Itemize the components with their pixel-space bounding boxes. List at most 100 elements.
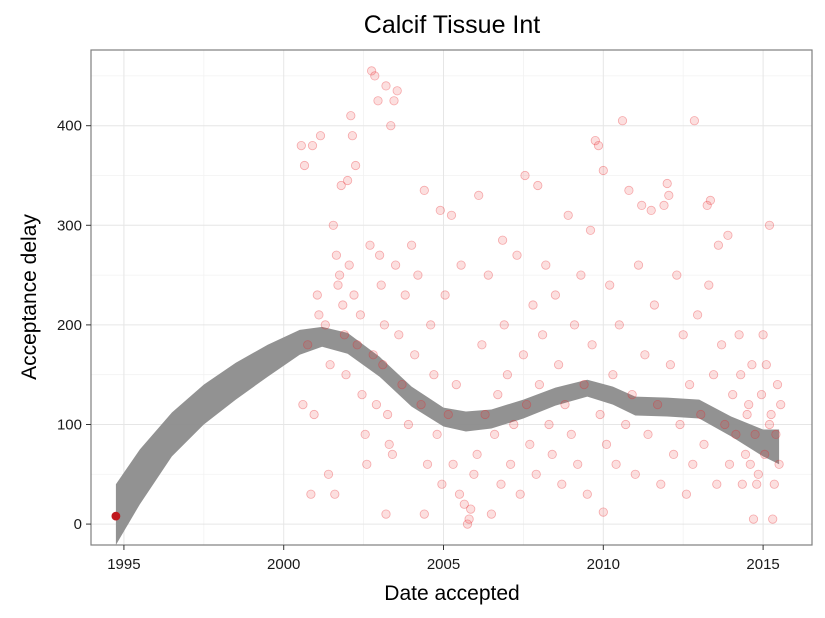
data-point <box>360 429 370 439</box>
data-point <box>392 86 402 96</box>
data-point <box>366 66 377 76</box>
data-point <box>646 205 656 215</box>
data-point <box>772 379 783 390</box>
data-point <box>483 270 493 280</box>
data-point <box>544 419 554 430</box>
data-point <box>298 399 308 410</box>
data-point <box>464 514 474 524</box>
data-point <box>563 210 573 220</box>
data-point <box>338 300 348 310</box>
data-point <box>325 360 335 370</box>
data-point <box>595 409 605 420</box>
data-point <box>699 439 709 449</box>
data-point <box>525 439 535 449</box>
data-point <box>386 121 396 131</box>
y-axis-title: Acceptance delay <box>18 214 41 380</box>
data-point <box>496 479 506 489</box>
data-point <box>306 489 316 499</box>
data-point <box>611 459 621 469</box>
data-point <box>737 479 747 489</box>
data-point <box>744 399 754 410</box>
data-point <box>443 409 453 420</box>
data-point <box>341 370 351 380</box>
data-point <box>776 399 786 410</box>
data-point <box>534 379 545 390</box>
data-point <box>723 230 733 240</box>
data-point <box>389 96 399 106</box>
data-point <box>320 320 330 330</box>
x-axis-title: Date accepted <box>384 582 519 605</box>
data-point <box>696 409 706 420</box>
data-point <box>435 205 445 215</box>
data-point <box>347 131 357 141</box>
data-point <box>547 449 557 459</box>
data-point <box>627 389 637 400</box>
data-point <box>702 200 712 210</box>
data-point <box>440 290 450 300</box>
data-point <box>382 409 393 420</box>
data-point <box>637 200 647 210</box>
y-tick-label: 100 <box>57 416 82 433</box>
data-point <box>528 300 538 310</box>
data-point <box>621 419 631 430</box>
data-point <box>740 449 751 459</box>
y-axis: 0 100 200 300 400 <box>57 118 91 533</box>
data-point <box>512 250 522 260</box>
data-point <box>678 330 688 340</box>
data-point <box>659 200 669 210</box>
data-point <box>579 379 589 390</box>
data-point <box>668 449 679 459</box>
data-point <box>296 141 306 151</box>
data-point <box>630 469 640 479</box>
x-tick-label: 2005 <box>427 556 460 573</box>
data-point <box>761 360 771 370</box>
data-point <box>394 330 404 340</box>
data-point <box>376 280 386 290</box>
data-point <box>502 370 512 380</box>
data-point <box>314 310 324 320</box>
data-point <box>387 449 397 459</box>
data-point <box>381 81 391 91</box>
data-point <box>374 250 385 260</box>
data-point <box>497 235 508 245</box>
data-point <box>569 320 580 330</box>
data-point <box>728 389 738 400</box>
data-point <box>373 96 383 106</box>
data-point-highlight <box>111 511 121 521</box>
data-point <box>426 320 436 330</box>
data-point <box>299 160 310 171</box>
data-point <box>362 459 372 469</box>
data-point <box>342 175 353 186</box>
data-point <box>303 340 313 350</box>
data-point <box>566 429 576 439</box>
chart-title: Calcif Tissue Int <box>364 11 541 39</box>
data-point <box>712 479 722 489</box>
y-tick-label: 200 <box>57 317 82 334</box>
data-point <box>462 519 473 529</box>
data-point <box>371 399 381 410</box>
data-point <box>451 379 461 390</box>
data-point <box>531 469 541 479</box>
plot-border <box>90 49 813 546</box>
data-point <box>684 379 695 390</box>
data-point <box>459 499 469 509</box>
data-point <box>339 330 349 340</box>
data-point <box>397 379 407 390</box>
y-tick-label: 300 <box>57 217 82 234</box>
data-point <box>315 131 326 141</box>
x-axis: 1995 2000 2005 2010 2015 <box>107 545 780 573</box>
data-point <box>403 419 413 430</box>
y-tick-label: 0 <box>74 516 82 533</box>
data-point <box>331 250 341 260</box>
data-point <box>368 350 378 360</box>
data-point <box>307 141 318 151</box>
data-point <box>573 459 583 469</box>
data-point <box>521 399 532 410</box>
data-point <box>760 449 770 459</box>
data-point <box>576 270 586 280</box>
data-point <box>742 409 752 420</box>
data-point <box>370 71 380 81</box>
data-point <box>446 210 457 220</box>
data-point <box>489 429 500 439</box>
